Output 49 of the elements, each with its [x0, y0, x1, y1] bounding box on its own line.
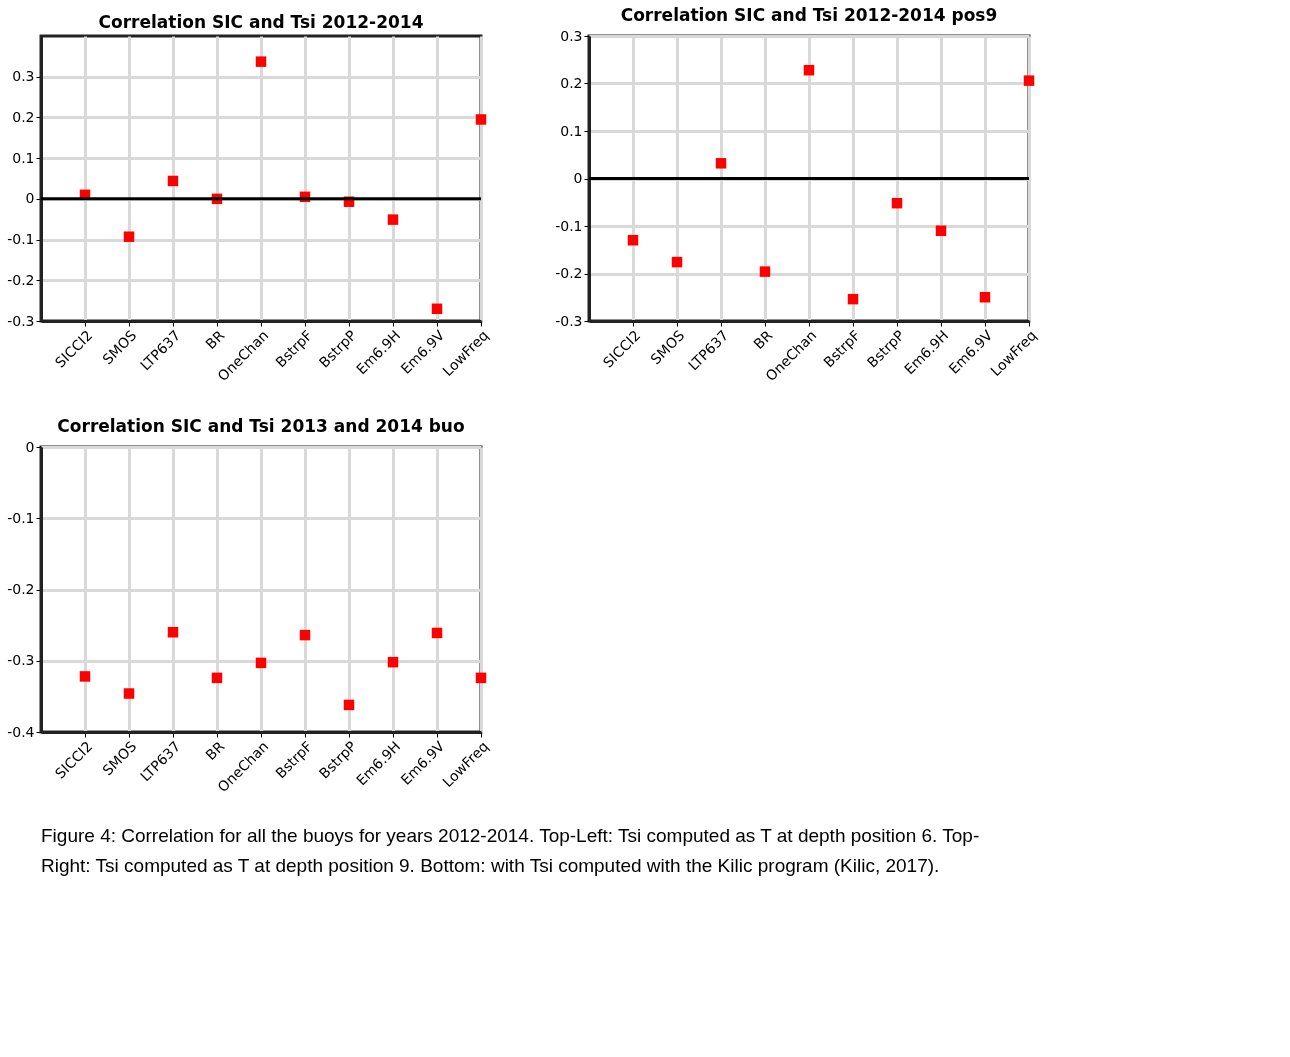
point [891, 197, 903, 209]
point [627, 235, 639, 246]
y-tick-label: 0.3 [560, 27, 583, 44]
point [475, 114, 487, 125]
point [387, 656, 399, 668]
y-tick-label: -0.3 [7, 652, 35, 669]
y-tick-label: 0.1 [560, 122, 583, 139]
point [935, 225, 947, 236]
y-tick-label: 0.2 [12, 108, 35, 125]
y-tick-label: -0.3 [555, 312, 583, 329]
point [167, 175, 179, 187]
point [715, 158, 727, 169]
point [343, 699, 355, 711]
chart-title: Correlation SIC and Tsi 2013 and 2014 buo [57, 416, 465, 436]
caption: Figure 4: Correlation for all the buoys for years 2012-2014. Top-Left: Tsi computed as T at depth position 6. Top-Right: Tsi computed as T at depth position 9. Bottom: with Tsi computed with the Kilic program (Kilic, 2017). [41, 825, 980, 876]
y-tick-label: -0.2 [7, 581, 35, 597]
chart-title: Correlation SIC and Tsi 2012-2014 pos9 [620, 5, 998, 25]
point [387, 214, 399, 225]
y-tick-label: -0.3 [7, 312, 35, 329]
y-tick-label: -0.2 [555, 265, 583, 281]
point [671, 256, 683, 268]
y-tick-label: 0.3 [12, 68, 35, 85]
point [299, 629, 311, 641]
y-tick-label: 0 [25, 190, 35, 207]
y-tick-label: -0.4 [7, 723, 35, 740]
point [431, 303, 443, 315]
point [255, 657, 267, 669]
point [123, 688, 135, 699]
chart-title: Correlation SIC and Tsi 2012-2014 [98, 12, 424, 32]
y-tick-label: -0.2 [7, 271, 35, 288]
point [431, 627, 443, 639]
point [123, 231, 135, 242]
y-tick-label: 0.2 [560, 75, 583, 91]
point [167, 627, 179, 638]
y-tick-label: -0.1 [7, 509, 35, 526]
point [759, 266, 771, 277]
y-tick-label: -0.1 [555, 217, 583, 234]
y-tick-label: 0 [573, 170, 583, 186]
y-tick-label: 0 [25, 438, 35, 455]
y-tick-label: 0.1 [12, 149, 35, 166]
y-tick-label: -0.1 [7, 231, 35, 248]
point [803, 64, 815, 76]
point [255, 56, 267, 67]
point [1023, 75, 1035, 86]
point [79, 671, 91, 682]
point [211, 672, 223, 684]
point [979, 292, 991, 303]
point [847, 293, 859, 305]
point [475, 672, 487, 684]
